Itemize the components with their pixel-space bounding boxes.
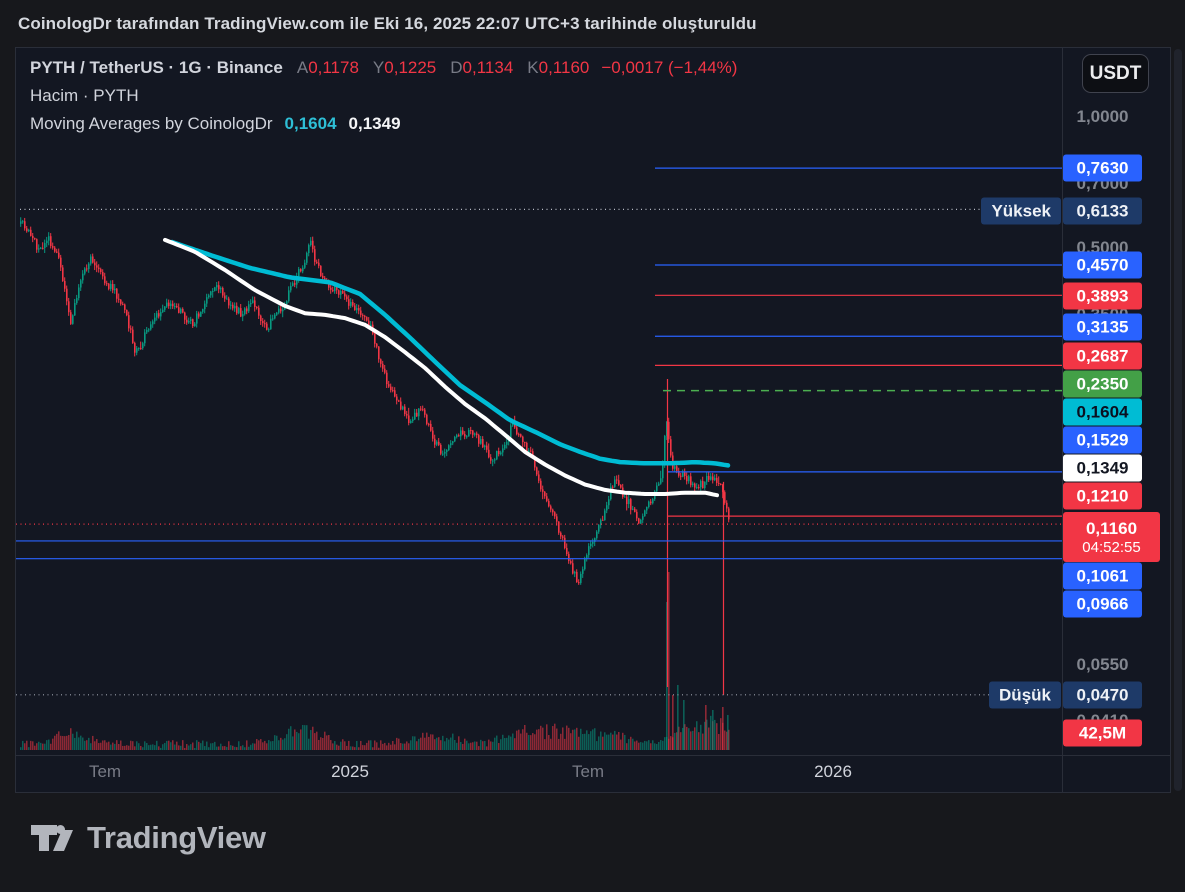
ma-indicator-title: Moving Averages by CoinologDr xyxy=(30,114,273,133)
volume-indicator-title: Hacim · PYTH xyxy=(30,86,139,105)
price-change: −0,0017 (−1,44%) xyxy=(601,58,738,77)
chart-canvas[interactable] xyxy=(16,48,1062,755)
legend: PYTH / TetherUS · 1G · Binance A 0,1178 Y 0,… xyxy=(30,57,737,134)
ohlc-open-key: A xyxy=(296,58,309,77)
legend-symbol-row[interactable]: PYTH / TetherUS · 1G · Binance A 0,1178 Y 0,… xyxy=(30,57,737,78)
ohlc-open-value: 0,1178 xyxy=(308,58,359,77)
legend-volume-row[interactable]: Hacim · PYTH xyxy=(30,85,737,106)
symbol-title: PYTH / TetherUS · 1G · Binance xyxy=(30,58,283,77)
ohlc-close-value: 0,1160 xyxy=(538,58,590,77)
ohlc-close-key: K xyxy=(527,58,539,77)
currency-toggle-button[interactable]: USDT xyxy=(1082,54,1149,93)
top-banner: CoinologDr tarafından TradingView.com il… xyxy=(0,0,1185,47)
ohlc-high-value: 0,1225 xyxy=(384,58,437,77)
ma1-value: 0,1604 xyxy=(284,114,337,133)
time-axis-separator xyxy=(16,755,1170,756)
scrollbar-track xyxy=(1174,49,1182,791)
legend-ma-row[interactable]: Moving Averages by CoinologDr 0,1604 0,134… xyxy=(30,113,737,134)
tradingview-logo-icon xyxy=(31,825,73,851)
ma2-value: 0,1349 xyxy=(348,114,401,133)
tradingview-logo-text: TradingView xyxy=(87,820,266,855)
ohlc-low-value: 0,1134 xyxy=(462,58,514,77)
ohlc-low-key: D xyxy=(450,58,463,77)
chart-panel[interactable] xyxy=(15,47,1171,793)
attribution-text: CoinologDr tarafından TradingView.com il… xyxy=(18,13,757,33)
tradingview-logo[interactable]: TradingView xyxy=(30,818,266,858)
ohlc-high-key: Y xyxy=(372,58,385,77)
right-scroll-strip xyxy=(1171,47,1185,793)
price-axis-separator xyxy=(1062,48,1063,792)
